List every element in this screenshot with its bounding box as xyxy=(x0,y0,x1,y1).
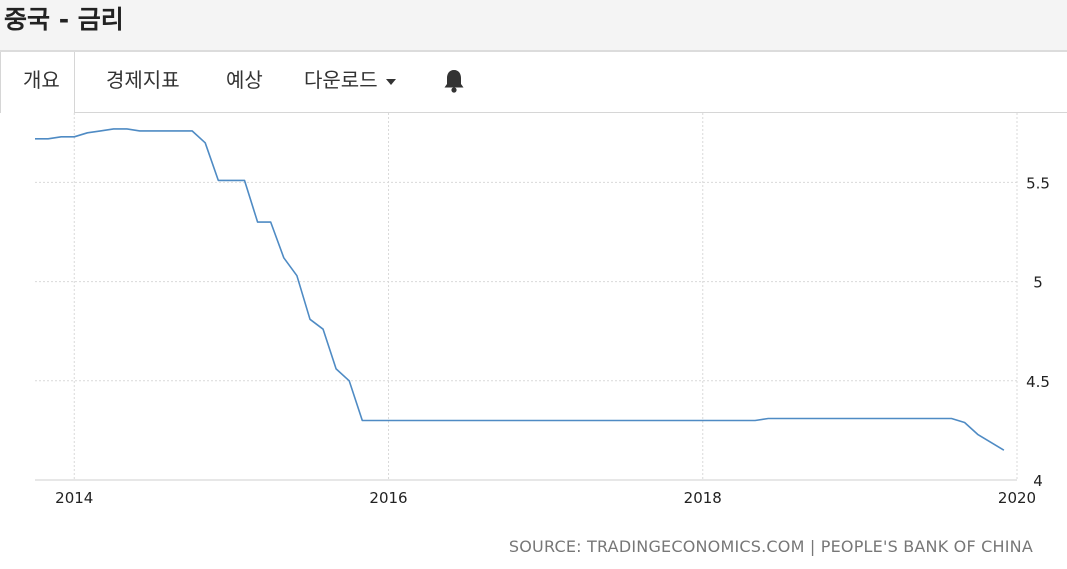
tab-forecast[interactable]: 예상 xyxy=(226,68,263,92)
y-tick-label: 5 xyxy=(1033,274,1043,292)
x-tick-label: 2020 xyxy=(998,489,1036,507)
y-tick-label: 5.5 xyxy=(1026,174,1050,192)
source-note: SOURCE: TRADINGECONOMICS.COM | PEOPLE'S … xyxy=(508,537,1033,556)
page-title: 중국 - 금리 xyxy=(4,5,124,34)
tab-download-label: 다운로드 xyxy=(304,68,378,92)
x-tick-label: 2014 xyxy=(55,489,93,507)
tab-download[interactable]: 다운로드 xyxy=(304,52,396,112)
title-bar: 중국 - 금리 xyxy=(0,0,1067,52)
tab-overview[interactable]: 개요 xyxy=(0,52,75,113)
y-tick-label: 4.5 xyxy=(1026,373,1050,391)
tabs-bar: 개요 경제지표 예상 다운로드 xyxy=(0,52,1067,113)
series-line xyxy=(35,128,1005,451)
x-tick-label: 2018 xyxy=(684,489,722,507)
x-tick-label: 2016 xyxy=(369,489,407,507)
caret-down-icon xyxy=(385,78,396,85)
y-tick-label: 4 xyxy=(1033,472,1043,490)
tab-indicators[interactable]: 경제지표 xyxy=(106,68,180,92)
bell-icon[interactable] xyxy=(443,68,465,94)
